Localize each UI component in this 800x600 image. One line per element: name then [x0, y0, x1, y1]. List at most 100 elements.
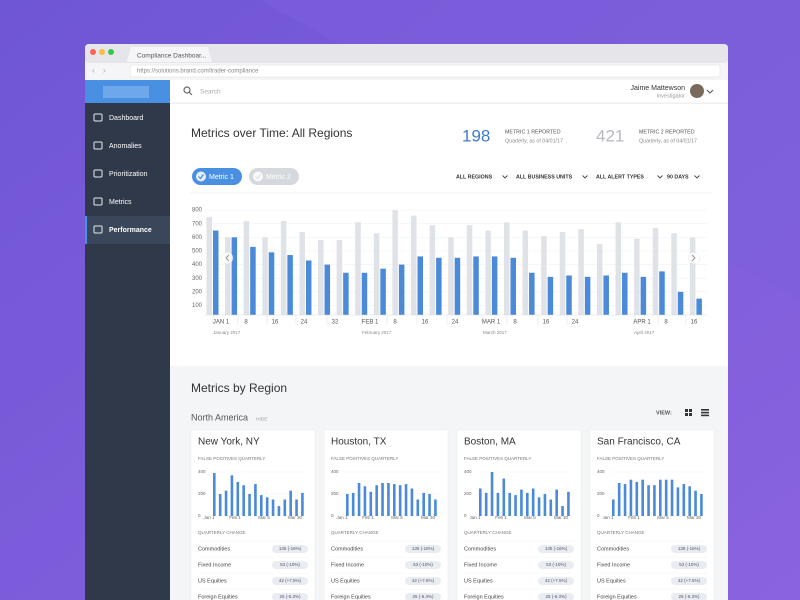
badge	[671, 545, 707, 553]
bar	[373, 233, 380, 315]
badge-text: 25 (-6.3%)	[545, 594, 567, 599]
icon-cell	[689, 413, 692, 416]
y-tick-label: 700	[192, 221, 203, 227]
bar	[299, 231, 305, 315]
metric-toggle[interactable]	[192, 168, 242, 185]
badge-text: 42 (+7.5%)	[279, 578, 302, 583]
nav-item[interactable]: Dashboard	[109, 115, 143, 122]
kpi-note: Quarterly, as of 04/01/17	[505, 138, 563, 144]
avatar[interactable]	[690, 84, 704, 98]
mini-bar	[230, 475, 234, 516]
x-tick-label: 24	[452, 320, 459, 326]
mini-bar	[567, 491, 570, 516]
y-tick-label: 200	[192, 289, 203, 295]
y-tick-label: 300	[192, 276, 203, 282]
mini-y-tick-label: 0	[331, 513, 334, 518]
badge-text: 135 (-16%)	[678, 546, 701, 551]
browser-tab[interactable]	[127, 47, 212, 62]
bar	[659, 271, 665, 315]
badge	[538, 561, 574, 569]
badge	[405, 545, 441, 553]
mini-bar	[496, 492, 500, 516]
region-card[interactable]	[323, 429, 449, 600]
bar	[243, 220, 250, 315]
row-label: Commodities	[597, 546, 629, 552]
search-input[interactable]: Search	[200, 89, 221, 96]
mini-bar	[363, 486, 367, 516]
nav-item[interactable]: Performance	[109, 227, 152, 234]
mini-bar	[271, 499, 275, 516]
close-button[interactable]	[90, 49, 96, 55]
forward-button[interactable]: ›	[103, 66, 106, 75]
mini-bar	[612, 499, 615, 516]
filter-dropdown[interactable]: ALL BUSINESS UNITS	[516, 174, 573, 180]
chart-nav-arrow[interactable]	[687, 251, 701, 265]
mini-bar	[375, 485, 378, 516]
filter-chevron	[582, 175, 588, 179]
region-card[interactable]	[589, 429, 715, 600]
card-title: San Francisco, CA	[597, 437, 681, 448]
kpi-label: METRIC 2 REPORTED	[639, 129, 695, 135]
back-button[interactable]: ‹	[92, 66, 95, 75]
filter-dropdown[interactable]: 90 DAYS	[667, 174, 689, 180]
nav-icon	[93, 169, 103, 178]
hide-link[interactable]: HIDE	[256, 416, 267, 422]
bar	[417, 256, 424, 315]
toggle-check-mark	[198, 174, 204, 180]
row-label: US Equities	[464, 578, 493, 584]
card-title: Boston, MA	[464, 437, 516, 448]
icon-line	[701, 411, 709, 414]
filter-dropdown[interactable]: ALL ALERT TYPES	[596, 174, 644, 180]
bar	[547, 276, 554, 315]
user-menu-chevron[interactable]	[706, 89, 714, 94]
bar	[398, 264, 405, 315]
filter-dropdown[interactable]: ALL REGIONS	[456, 174, 493, 180]
nav-item[interactable]: Anomalies	[109, 143, 142, 150]
list-view-button[interactable]	[701, 409, 709, 417]
bar	[324, 264, 331, 315]
toggle-check	[196, 171, 206, 182]
badge-text: 25 (-6.3%)	[412, 594, 434, 599]
mini-bar	[484, 492, 488, 516]
logo	[103, 86, 149, 98]
bar	[448, 237, 454, 315]
region-card[interactable]	[190, 429, 316, 600]
nav-item[interactable]: Metrics	[109, 199, 132, 206]
region-name: North America	[191, 412, 248, 422]
bar	[250, 246, 256, 315]
chart-nav-arrow[interactable]	[220, 251, 234, 265]
mini-bar	[508, 492, 511, 516]
mini-x-tick-label: Mar 5	[258, 515, 270, 520]
mini-bar	[629, 479, 633, 516]
region-card[interactable]	[456, 429, 582, 600]
minimize-button[interactable]	[99, 49, 105, 55]
bar	[640, 276, 647, 315]
title-bar	[85, 44, 728, 63]
url-bar[interactable]	[129, 64, 721, 78]
kpi-value: 198	[462, 126, 490, 145]
bar	[634, 238, 640, 315]
nav-item[interactable]: Prioritization	[109, 171, 148, 178]
bar	[677, 291, 684, 315]
bar	[268, 252, 275, 315]
grid-view-button[interactable]	[685, 409, 692, 416]
mini-bar	[641, 479, 644, 516]
legend-label: Metric 1	[209, 174, 234, 181]
mini-y-tick-label: 400	[464, 469, 472, 474]
maximize-button[interactable]	[108, 49, 114, 55]
bar	[225, 237, 231, 315]
icon-cell	[689, 409, 692, 412]
row-label: US Equities	[331, 578, 360, 584]
sidebar	[85, 80, 170, 600]
mini-bar	[659, 479, 662, 516]
mini-bar	[561, 506, 564, 516]
metric-toggle[interactable]	[249, 168, 299, 185]
badge	[538, 545, 574, 553]
mini-bar	[682, 484, 686, 516]
bar	[559, 231, 566, 315]
month-label: April 2017	[634, 330, 655, 335]
bar	[336, 240, 343, 315]
mini-bar	[531, 488, 535, 516]
row-label: Commodities	[464, 546, 496, 552]
change-title: QUARTERLY CHANGE	[597, 530, 645, 535]
